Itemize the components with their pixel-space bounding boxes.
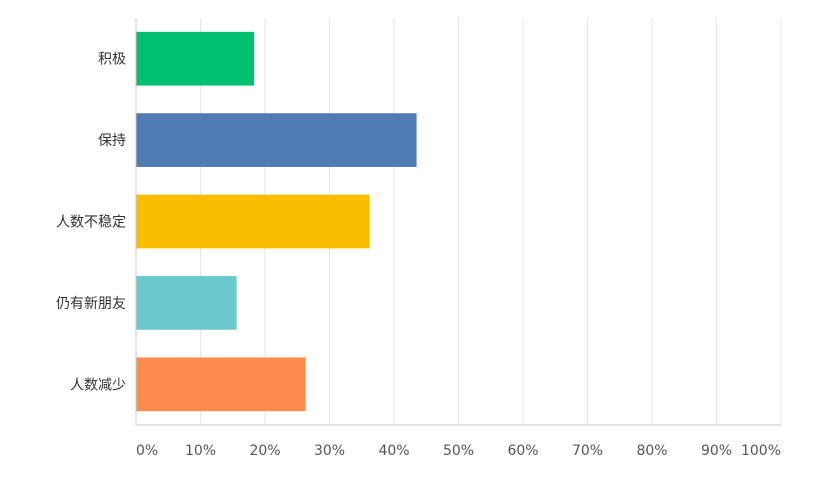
category-label: 保持 <box>98 133 126 149</box>
tick-labels: 0% 10% 20% 30% 40% 50% 60% 70% 80% 90% 100% <box>136 443 781 459</box>
category-label: 人数不稳定 <box>56 215 126 231</box>
axes <box>135 18 781 426</box>
tick-label: 90% <box>701 443 732 459</box>
tick-label: 20% <box>249 443 280 459</box>
tick-label: 100% <box>741 443 781 459</box>
tick-label: 80% <box>636 443 667 459</box>
tick-label: 0% <box>136 443 158 459</box>
tick-label: 40% <box>378 443 409 459</box>
bar-4 <box>136 276 237 330</box>
tick-label: 10% <box>185 443 216 459</box>
category-label: 仍有新朋友 <box>56 296 126 312</box>
gridlines <box>200 18 782 425</box>
tick-label: 60% <box>507 443 538 459</box>
bar-1 <box>136 31 255 86</box>
bars <box>136 31 417 412</box>
bar-5 <box>136 357 306 412</box>
bar-2 <box>136 113 417 167</box>
category-label: 人数减少 <box>70 377 126 393</box>
tick-label: 70% <box>572 443 603 459</box>
tick-label: 50% <box>443 443 474 459</box>
category-label: 积极 <box>98 52 126 68</box>
bar-3 <box>136 194 370 249</box>
tick-label: 30% <box>314 443 345 459</box>
